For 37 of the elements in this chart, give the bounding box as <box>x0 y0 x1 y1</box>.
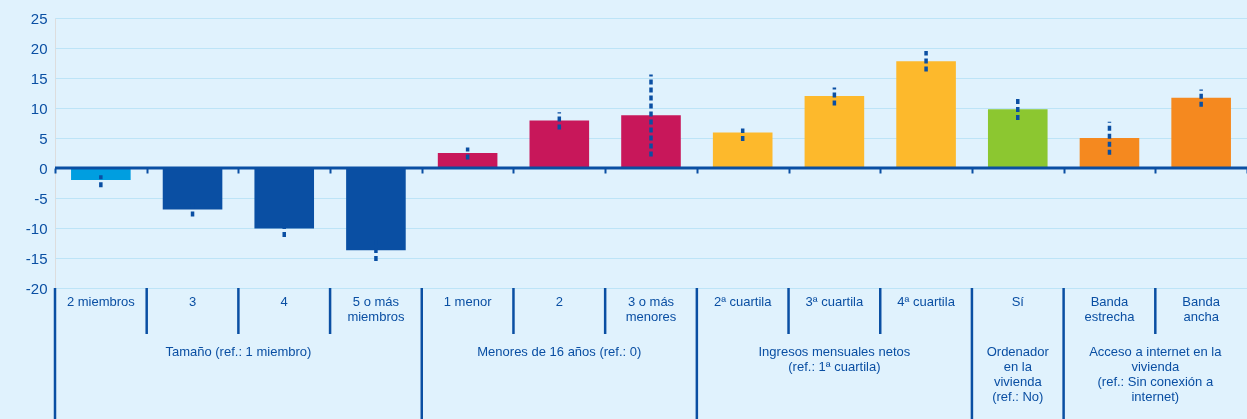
y-tick-label: -20 <box>25 279 48 297</box>
bar <box>1171 97 1231 168</box>
x-tick-label: 5 o más miembros <box>347 294 405 324</box>
y-tick-label: 5 <box>39 129 48 147</box>
y-tick-label: 10 <box>30 99 48 117</box>
bar <box>1079 138 1140 168</box>
x-tick-label: 4 <box>280 294 288 309</box>
bar <box>896 61 956 168</box>
x-tick-label: 3ª cuartila <box>805 294 864 309</box>
y-tick-label: 20 <box>30 39 48 57</box>
x-tick-label: 4ª cuartila <box>897 294 956 309</box>
text: Ordenador en la vivienda (ref.: No) <box>986 344 1050 404</box>
x-tick-label: 2 <box>555 294 563 309</box>
x-tick-label: 3 o más menores <box>625 294 677 324</box>
y-tick-label: -15 <box>25 249 48 267</box>
text: Tamaño (ref.: 1 miembro) <box>165 344 312 359</box>
y-tick-label: 25 <box>30 9 48 27</box>
x-tick-label: 3 <box>188 294 197 309</box>
bar <box>712 132 773 168</box>
y-tick-label: 15 <box>30 69 48 87</box>
x-tick-label: 2 miembros <box>66 294 136 309</box>
bar <box>437 153 498 168</box>
bar <box>804 96 865 168</box>
x-tick-label: Banda ancha <box>1182 294 1221 324</box>
bar <box>529 120 590 168</box>
y-tick-label: 0 <box>39 159 48 177</box>
y-tick-label: -5 <box>34 189 48 207</box>
x-tick-label: 2ª cuartila <box>713 294 773 309</box>
bar <box>987 109 1048 168</box>
x-tick-label: Banda estrecha <box>1084 294 1136 324</box>
text: Acceso a internet en la vivienda (ref.: Sin conexión a internet) <box>1089 344 1223 404</box>
x-tick-label: 1 menor <box>443 294 493 309</box>
x-tick-label: Sí <box>1011 294 1025 309</box>
y-tick-label: -10 <box>25 219 48 237</box>
bar <box>621 115 681 168</box>
text: Ingresos mensuales netos (ref.: 1ª cuartila) <box>758 344 911 374</box>
text: Menores de 16 años (ref.: 0) <box>477 344 642 359</box>
